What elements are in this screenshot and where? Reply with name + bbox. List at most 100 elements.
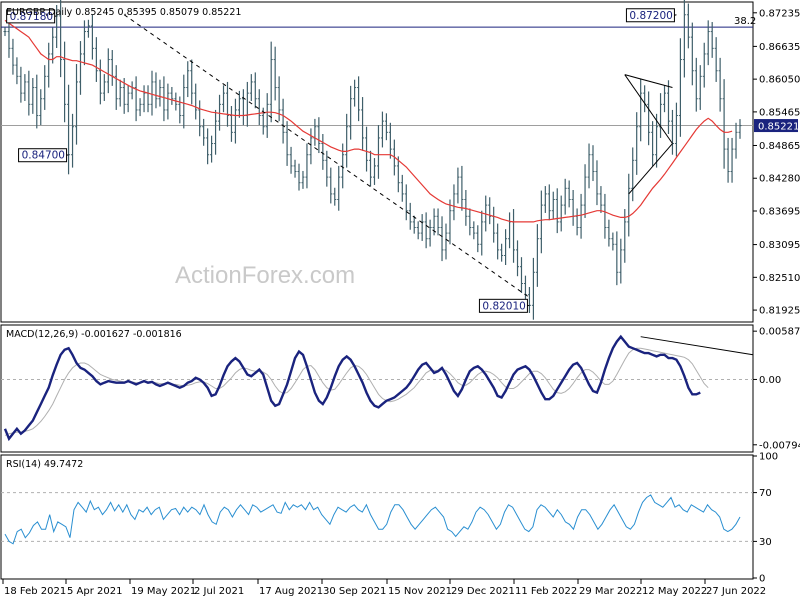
main-header: EURGBP,Daily 0.85245 0.85395 0.85079 0.8… (6, 7, 241, 18)
moving-average-line (4, 19, 733, 223)
annotation-pointer (527, 304, 530, 307)
price-bar (222, 85, 226, 113)
price-bar (440, 216, 444, 262)
price-bar (500, 243, 504, 262)
price-bar (329, 167, 333, 204)
price-bar (269, 41, 273, 123)
price-annotation: 0.82010 (478, 298, 530, 313)
rsi-plot-frame (0, 454, 754, 580)
main-y-tick-label: 0.86635 (759, 42, 800, 53)
macd-y-tick-label: -0.007945 (759, 440, 800, 451)
price-bar (543, 186, 547, 213)
price-bar (607, 219, 611, 247)
price-bar (150, 70, 154, 116)
price-bar (424, 212, 428, 249)
current-price-box (754, 119, 798, 133)
price-bar (372, 158, 376, 185)
price-bar (357, 76, 361, 122)
price-bar (682, 0, 686, 78)
annotation-label: 0.84700 (22, 150, 65, 162)
price-bar (39, 89, 43, 126)
annotation-label: 0.87200 (629, 10, 672, 22)
price-bar (214, 109, 218, 155)
price-bar (249, 74, 253, 101)
main-y-tick-label: 0.87235 (759, 8, 800, 19)
price-bar (496, 223, 500, 260)
price-bar (547, 184, 551, 221)
price-bar (305, 143, 309, 189)
price-bar (325, 150, 329, 187)
price-bar (480, 210, 484, 256)
price-bar (428, 219, 432, 247)
price-bar (63, 41, 67, 123)
rsi-y-tick-label: 70 (759, 488, 772, 499)
price-annotation: 0.87180 (6, 9, 57, 24)
price-bar (233, 98, 237, 144)
macd-y-axis: 0.005872 0.00 -0.007945 (753, 327, 800, 451)
price-bar (388, 122, 392, 159)
price-bar (19, 66, 23, 103)
annotation-pointer (674, 14, 677, 16)
price-bar (23, 74, 27, 101)
price-bar (504, 229, 508, 266)
price-bar (472, 221, 476, 240)
price-bar (337, 165, 341, 211)
price-bar (706, 20, 710, 66)
x-tick-label: 27 Jun 2022 (706, 586, 766, 597)
price-bar (516, 240, 520, 277)
price-bar (166, 83, 170, 120)
price-bar (138, 98, 142, 117)
price-bar (369, 150, 373, 187)
price-bar (59, 0, 63, 78)
price-bar (349, 85, 353, 140)
price-bar (380, 111, 384, 148)
main-plot-frame (0, 1, 754, 323)
x-tick-label: 2 Jul 2021 (194, 586, 244, 597)
price-bar (170, 86, 174, 105)
price-bar (67, 84, 71, 175)
price-bar (412, 215, 416, 234)
price-bar (678, 38, 682, 137)
macd-panel: MACD(12,26,9) -0.001627 -0.001816 (0, 324, 754, 453)
price-bar (98, 59, 102, 105)
rsi-y-tick-label: 30 (759, 537, 772, 548)
trendline-triangle-upper (624, 74, 673, 89)
annotation-label: 0.82010 (482, 300, 525, 312)
price-bar (595, 160, 599, 206)
x-tick-label: 29 Mar 2022 (579, 586, 642, 597)
rsi-y-axis: 100 70 30 0 (753, 452, 778, 585)
price-bar (31, 78, 35, 114)
price-bar (194, 83, 198, 120)
main-y-tick-label: 0.86050 (759, 75, 800, 86)
price-bar (11, 38, 15, 75)
price-bar (651, 121, 655, 166)
x-tick-label: 30 Sep 2021 (323, 586, 386, 597)
trendline-triangle-upper-right (624, 74, 673, 144)
price-bar (730, 137, 734, 183)
rsi-panel: RSI(14) 49.7472 (0, 454, 754, 580)
price-bar (114, 65, 118, 110)
rsi-y-tick-label: 0 (759, 574, 765, 585)
price-bar (722, 79, 726, 169)
trendline-falling-channel (123, 14, 530, 298)
price-bar (535, 224, 539, 287)
current-price-label: 0.85221 (758, 122, 799, 133)
x-tick-label: 29 Dec 2021 (451, 586, 515, 597)
price-bar (603, 193, 607, 239)
price-bar (361, 97, 365, 151)
price-bar (321, 134, 325, 170)
price-bar (619, 238, 623, 284)
price-bar (265, 93, 269, 138)
price-bar (444, 223, 448, 260)
main-y-tick-label: 0.84865 (759, 141, 800, 152)
price-bar (436, 208, 440, 236)
price-bar (384, 113, 388, 141)
price-bar (237, 90, 241, 118)
price-bar (7, 22, 11, 58)
price-bar (579, 193, 583, 239)
price-bar (94, 37, 98, 82)
macd-header: MACD(12,26,9) -0.001627 -0.001816 (6, 329, 182, 340)
price-bar (158, 79, 162, 107)
annotation-label: 0.87180 (10, 11, 53, 23)
